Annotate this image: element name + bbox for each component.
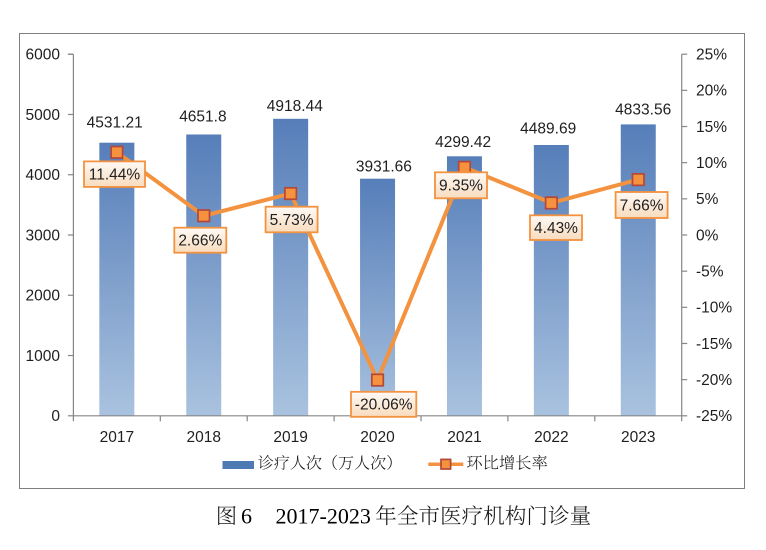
svg-text:2023: 2023 <box>621 429 655 446</box>
svg-text:4918.44: 4918.44 <box>267 98 323 115</box>
svg-text:7.66%: 7.66% <box>620 197 664 214</box>
svg-text:2021: 2021 <box>447 429 481 446</box>
svg-text:6000: 6000 <box>26 47 61 64</box>
svg-text:5000: 5000 <box>26 107 61 124</box>
svg-text:9.35%: 9.35% <box>439 178 483 195</box>
svg-text:6: 6 <box>241 504 252 529</box>
svg-text:2019: 2019 <box>273 429 307 446</box>
svg-text:2.66%: 2.66% <box>178 233 222 250</box>
svg-text:15%: 15% <box>696 119 727 136</box>
svg-text:3931.66: 3931.66 <box>356 159 412 176</box>
svg-text:4651.8: 4651.8 <box>179 109 226 126</box>
svg-text:11.44%: 11.44% <box>89 166 141 183</box>
svg-text:4000: 4000 <box>26 167 61 184</box>
svg-text:2017: 2017 <box>100 429 134 446</box>
svg-text:-20%: -20% <box>696 372 732 389</box>
svg-text:4531.21: 4531.21 <box>87 114 143 131</box>
svg-text:2017-2023: 2017-2023 <box>276 504 371 529</box>
svg-text:0: 0 <box>51 408 60 425</box>
svg-text:3000: 3000 <box>26 227 61 244</box>
svg-text:-20.06%: -20.06% <box>355 397 413 414</box>
svg-text:2020: 2020 <box>360 429 395 446</box>
svg-text:4299.42: 4299.42 <box>435 134 491 151</box>
svg-text:25%: 25% <box>696 47 727 64</box>
svg-text:4.43%: 4.43% <box>534 220 578 237</box>
svg-text:-25%: -25% <box>696 408 732 425</box>
svg-text:2022: 2022 <box>534 429 568 446</box>
svg-text:-10%: -10% <box>696 300 732 317</box>
svg-text:20%: 20% <box>696 83 727 100</box>
svg-text:4489.69: 4489.69 <box>520 120 576 137</box>
svg-text:5.73%: 5.73% <box>270 212 314 229</box>
svg-text:2018: 2018 <box>187 429 221 446</box>
svg-text:-5%: -5% <box>696 263 724 280</box>
svg-text:-15%: -15% <box>696 336 732 353</box>
svg-text:4833.56: 4833.56 <box>615 102 671 119</box>
svg-text:0%: 0% <box>696 227 719 244</box>
svg-text:1000: 1000 <box>26 348 61 365</box>
svg-text:10%: 10% <box>696 155 727 172</box>
svg-text:5%: 5% <box>696 191 719 208</box>
svg-text:2000: 2000 <box>26 288 61 305</box>
